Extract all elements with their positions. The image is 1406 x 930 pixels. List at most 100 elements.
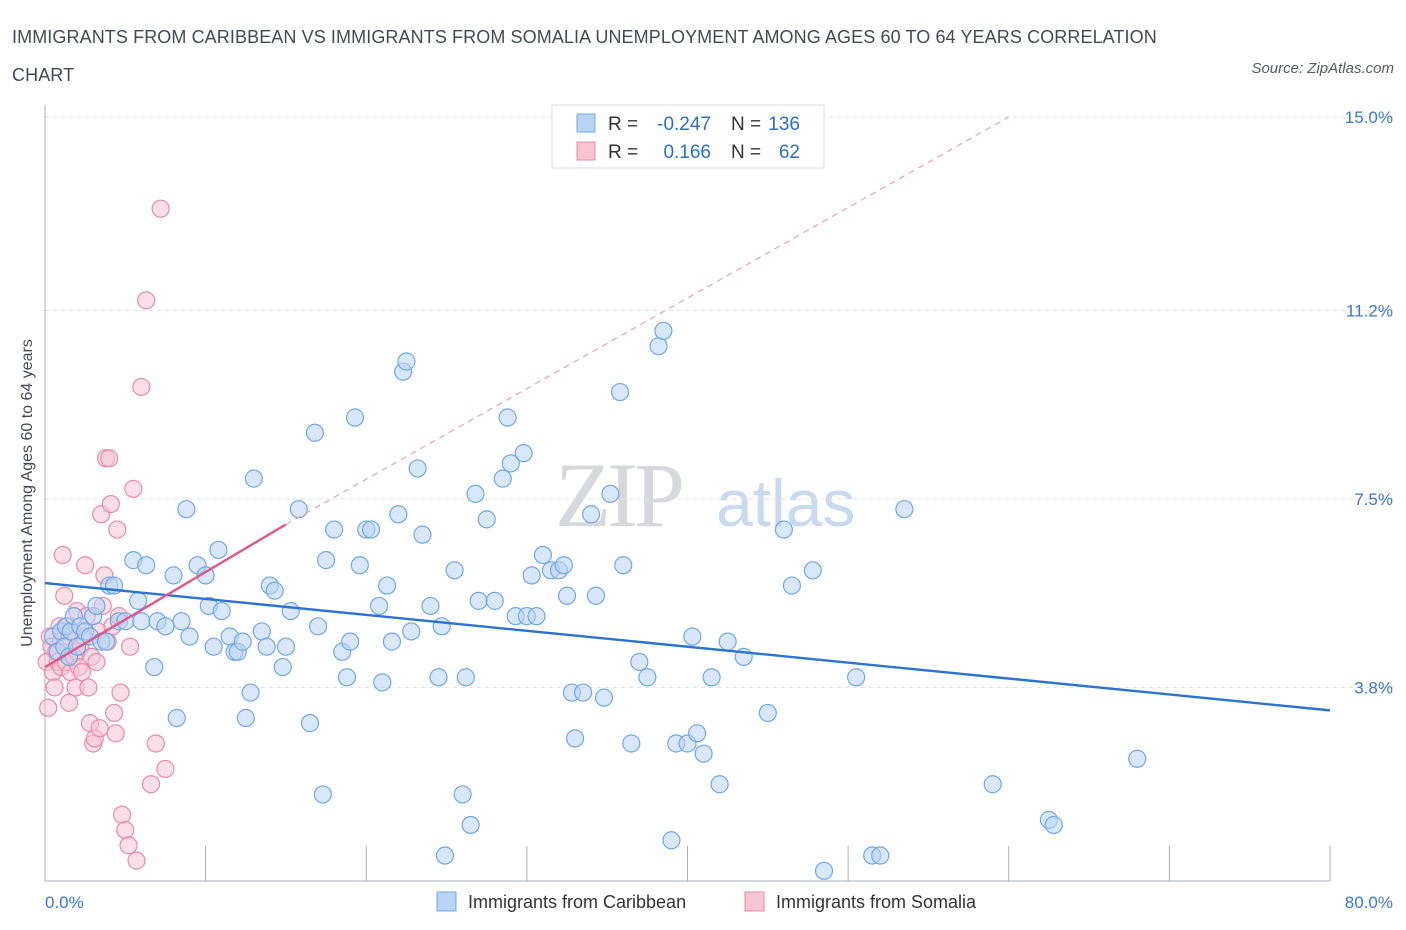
caribbean-point [145, 657, 164, 677]
y-tick-label: 3.8% [1354, 678, 1393, 697]
trend-lines [44, 116, 1331, 712]
caribbean-point [137, 556, 156, 575]
caribbean-point [373, 673, 392, 692]
caribbean-point [614, 556, 633, 575]
caribbean-point [622, 734, 641, 753]
caribbean-point [172, 612, 191, 631]
somalia-point [101, 494, 120, 514]
chart-source: Source: ZipAtlas.com [1251, 60, 1394, 77]
somalia-point [156, 759, 175, 779]
caribbean-point [638, 668, 657, 687]
caribbean-point [244, 469, 263, 488]
caribbean-point [177, 500, 196, 519]
caribbean-point [493, 469, 512, 488]
caribbean-point [257, 637, 276, 656]
somalia-points [37, 199, 175, 870]
legend-label-somalia[interactable]: Immigrants from Somalia [776, 892, 977, 912]
stats-n-value-somalia: 62 [779, 142, 800, 163]
caribbean-point [236, 708, 255, 728]
caribbean-point [129, 591, 148, 610]
stats-r-value-somalia: 0.166 [663, 142, 711, 163]
caribbean-point [370, 596, 389, 616]
caribbean-point [774, 520, 793, 539]
caribbean-point [402, 622, 421, 641]
stats-legend: R = -0.247 N = 136 R = 0.166 N = 62 [551, 104, 825, 169]
caribbean-point [662, 831, 681, 850]
caribbean-point [313, 785, 332, 804]
caribbean-point [630, 652, 649, 672]
bottom-legend: Immigrants from Caribbean Immigrants fro… [436, 891, 977, 912]
caribbean-point [601, 484, 620, 504]
caribbean-point [533, 545, 553, 565]
caribbean-point [289, 500, 308, 519]
caribbean-point [167, 708, 186, 728]
stats-r-label-caribbean: R = [608, 114, 638, 135]
caribbean-point [350, 556, 369, 575]
caribbean-point [241, 683, 260, 702]
somalia-point [141, 775, 161, 794]
caribbean-point [485, 591, 504, 610]
somalia-point [104, 703, 124, 723]
caribbean-point [445, 561, 464, 580]
chart-title: IMMIGRANTS FROM CARIBBEAN VS IMMIGRANTS … [12, 27, 1157, 85]
somalia-point [100, 449, 119, 468]
caribbean-point [196, 566, 215, 585]
trend-line-caribbean [44, 581, 1331, 712]
caribbean-point [554, 556, 573, 575]
caribbean-point [378, 576, 397, 595]
watermark: ZIP atlas [555, 444, 855, 546]
caribbean-point [316, 551, 336, 570]
stats-n-value-caribbean: 136 [768, 114, 800, 135]
caribbean-point [132, 612, 151, 631]
somalia-point [127, 851, 146, 870]
gridlines [45, 116, 1393, 688]
legend-swatch-caribbean[interactable] [436, 891, 457, 912]
caribbean-point [421, 596, 440, 616]
stats-n-label-somalia: N = [731, 142, 761, 163]
caribbean-point [212, 601, 231, 621]
caribbean-point [308, 617, 328, 636]
legend-label-caribbean[interactable]: Immigrants from Caribbean [468, 892, 686, 912]
caribbean-point [273, 657, 292, 677]
caribbean-point [305, 423, 324, 442]
somalia-point [72, 663, 92, 682]
somalia-point [108, 520, 127, 539]
caribbean-point [281, 601, 300, 621]
somalia-point [90, 719, 109, 738]
y-tick-labels: 3.8% 7.5% 11.2% 15.0% [1345, 108, 1393, 697]
x-tick-label-max: 80.0% [1345, 893, 1393, 912]
caribbean-point [814, 861, 834, 880]
stats-swatch-caribbean [576, 113, 596, 133]
caribbean-point [610, 382, 630, 402]
somalia-point [76, 556, 95, 575]
caribbean-point [782, 576, 802, 595]
caribbean-point [710, 775, 729, 794]
stats-r-label-somalia: R = [608, 142, 638, 163]
caribbean-point [649, 337, 668, 356]
svg-text:ZIP: ZIP [555, 444, 682, 546]
somalia-point [87, 652, 106, 672]
caribbean-point [87, 596, 106, 616]
caribbean-point [233, 632, 252, 651]
legend-swatch-somalia[interactable] [744, 891, 765, 912]
caribbean-point [654, 321, 673, 341]
caribbean-point [582, 505, 601, 524]
caribbean-point [180, 627, 199, 646]
somalia-point [111, 683, 130, 702]
caribbean-point [688, 724, 707, 743]
caribbean-point [803, 561, 822, 580]
caribbean-point [345, 408, 365, 427]
caribbean-point [702, 668, 721, 687]
caribbean-point [895, 500, 914, 519]
caribbean-point [164, 566, 183, 585]
caribbean-point [527, 607, 546, 626]
y-axis-label: Unemployment Among Ages 60 to 64 years [19, 339, 36, 647]
caribbean-point [429, 668, 448, 687]
caribbean-point [204, 637, 223, 656]
caribbean-point [557, 586, 577, 605]
stats-swatch-somalia [576, 141, 596, 161]
caribbean-point [456, 668, 475, 687]
stats-r-value-caribbean: -0.247 [657, 114, 711, 135]
caribbean-point [408, 459, 427, 478]
